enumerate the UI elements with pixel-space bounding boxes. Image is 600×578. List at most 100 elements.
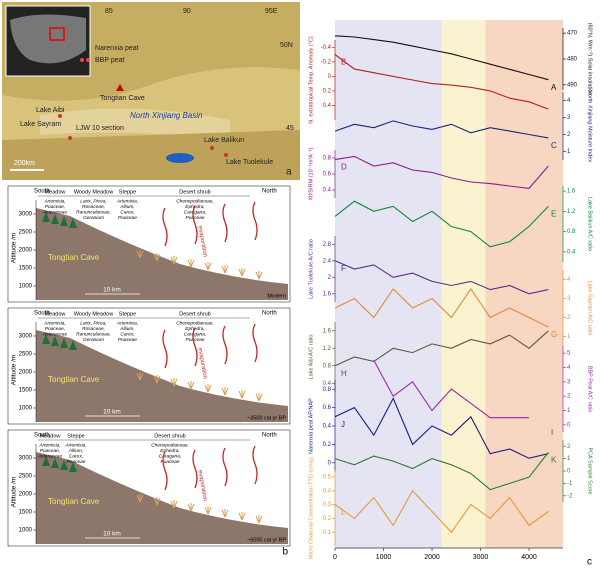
taxon: Carex, [69,453,83,459]
terrain [36,208,288,300]
taxon: Ephedra, [160,448,179,454]
evaporation-arrow [222,325,228,365]
lon-tick: 90 [183,8,191,15]
crop-label: Wheat [258,257,278,264]
site-label: LJW 10 section [76,125,124,132]
taxon: Larix, Picea, [80,320,106,326]
taxon: Artemisia, [116,198,138,204]
tick-label: 0 [567,422,571,428]
series-name: Lake Balikun A/C ratio [587,197,593,251]
zone-name: Desert shrub [154,433,186,439]
site [58,114,62,118]
taxon: Caragana, [184,209,206,215]
scale-label: 10 km [103,409,121,416]
tick-label: 480 [567,57,578,63]
cave-label: Tongtian Cave [48,253,100,262]
zone-name: Meadow [45,311,66,317]
evaporation-arrow [252,445,258,485]
crop-label: Barley [178,247,197,254]
site [80,58,84,62]
cave-label: Tongtian Cave [48,497,100,506]
tree [60,338,68,348]
lake [166,153,194,163]
taxon: Poaceae [186,215,205,221]
series-line [334,397,549,459]
zone-name: Meadow [45,189,66,195]
tick-label: 1.6 [567,189,576,195]
shrub [221,387,229,396]
tick-label: 4 [567,98,571,104]
panel-label: c [587,557,592,568]
taxon: Chenopodiaceae, [151,442,189,448]
taxon: Poaceae [161,459,180,465]
shrub [187,259,195,268]
tree [51,336,59,346]
tick-label: 0.8 [323,387,332,393]
series-line [334,452,549,491]
taxon: Allium, [119,326,134,332]
axis-label: Altitude /m [11,355,18,386]
tick-label: 0.4 [323,103,332,109]
tree [42,456,50,466]
shrub [153,375,161,384]
series-name: PCA Sample Score [587,447,593,494]
series-name: Xlf/SIRM (10⁻⁸m³A⁻¹) [307,147,314,200]
zone-name: Woody Meadow [74,311,113,317]
map-panel: 85 90 95E 50N 45 Narenxia peat BBP peat … [2,2,300,180]
series-line [334,330,549,367]
tick-label: 2000 [19,248,33,254]
tick-label: 0.4 [323,381,332,387]
zone-name: Meadow [40,433,61,439]
tick-label: 1.6 [323,328,332,334]
shrub [204,506,212,515]
tick-label: 0.4 [323,488,332,494]
series-name: Lake Aibi A/C ratio [308,335,314,380]
lat-tick: 45 [286,125,294,132]
series-name: Lake Sayram A/C ratio [587,280,593,335]
tick-label: 1 [567,408,571,414]
series-letter: L [341,508,346,517]
panel-label: b [282,547,288,558]
series-letter: H [341,369,347,378]
series-line [334,288,549,328]
series-letter: J [341,420,345,429]
shrub [170,378,178,387]
series-line [334,120,549,139]
panel-label: b3 [12,536,20,543]
site [86,58,90,62]
profile-panel: 1000 1500 2000 2500 3000 Altitude /m South Nort… [7,185,291,558]
tick-label: 2 [328,275,332,281]
lon-tick: 85 [105,8,113,15]
shrub [170,500,178,509]
basin [40,108,230,140]
series-line [334,155,549,189]
tick-label: 2 [567,315,571,321]
tick-label: 3 [567,296,571,302]
time-label: ~5000 cal yr BP [247,537,286,543]
tick-label: 1000 [19,284,33,290]
taxon: Carex, [120,331,134,337]
evaporation-arrow [162,329,168,369]
zone-name: Desert shrub [179,189,211,195]
taxon: Allium, [68,448,83,454]
evaporation-arrow [162,207,168,247]
x-tick-label: 2000 [424,554,440,561]
shrub [204,384,212,393]
site-label: Tongtian Cave [100,95,145,102]
tree [69,218,77,228]
evaporation-arrow [252,201,258,241]
taxon: Artemisia, [64,442,86,448]
taxon: Rosaceae, [82,326,105,332]
tick-label: 3000 [19,212,33,218]
tick-label: 1 [567,456,571,462]
site-label: BBP peat [95,57,125,64]
tick-label: 2 [567,132,571,138]
shrub [170,256,178,265]
tree [69,462,77,472]
series-letter: I [551,428,553,437]
scale-label: 10 km [103,531,121,538]
series-letter: G [551,330,557,339]
tick-label: -1 [567,481,573,487]
taxon: Artemisia, [38,442,60,448]
